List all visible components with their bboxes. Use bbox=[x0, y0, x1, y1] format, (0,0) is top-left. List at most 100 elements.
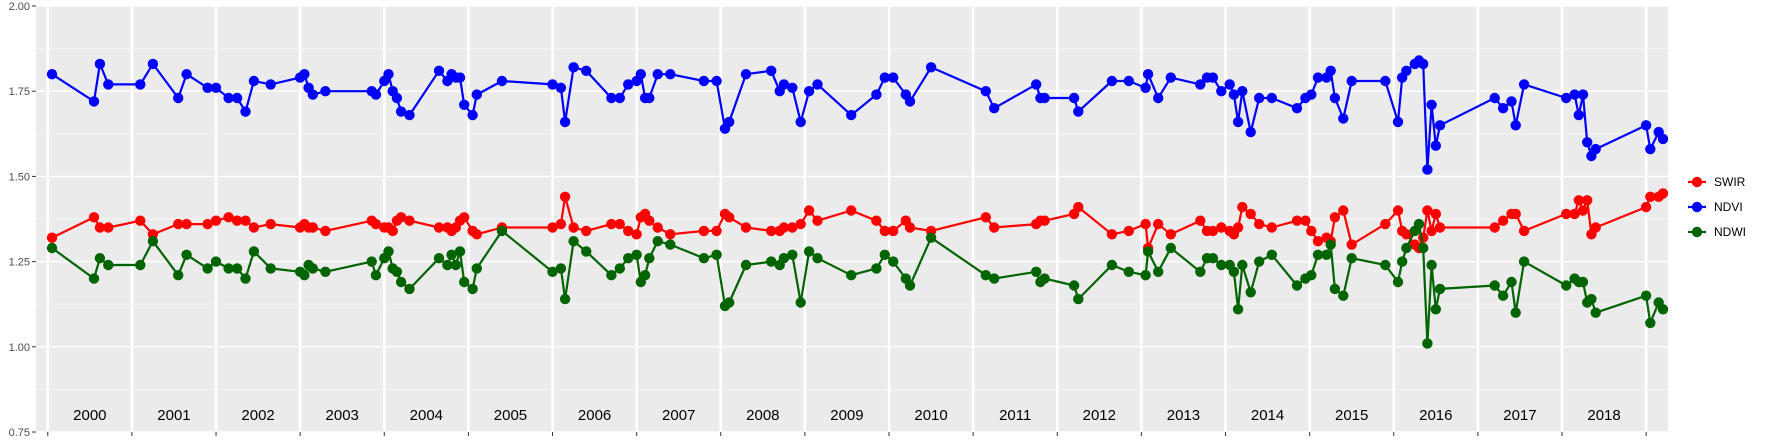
legend-label: SWIR bbox=[1714, 175, 1746, 189]
data-point bbox=[568, 236, 579, 247]
year-label: 2010 bbox=[914, 407, 947, 424]
data-point bbox=[559, 191, 571, 202]
data-point bbox=[1165, 229, 1177, 240]
data-point bbox=[606, 218, 617, 230]
year-label: 2016 bbox=[1419, 407, 1452, 424]
data-point bbox=[1306, 225, 1317, 237]
data-point bbox=[1577, 89, 1589, 100]
year-label: 2018 bbox=[1587, 407, 1620, 424]
data-point bbox=[1140, 218, 1151, 230]
data-point bbox=[1123, 225, 1135, 237]
data-point bbox=[1245, 126, 1256, 138]
data-point bbox=[1582, 195, 1593, 206]
y-tick-label: 0.75 bbox=[9, 427, 30, 439]
data-point bbox=[370, 89, 382, 100]
data-point bbox=[1640, 120, 1652, 131]
data-point bbox=[1434, 283, 1446, 295]
data-point bbox=[94, 222, 106, 233]
data-point bbox=[1518, 79, 1530, 90]
y-tick-label: 1.25 bbox=[9, 257, 30, 269]
data-point bbox=[989, 103, 1000, 114]
data-point bbox=[1346, 75, 1357, 87]
data-point bbox=[1401, 65, 1412, 77]
data-point bbox=[1237, 201, 1248, 213]
series-ndwi bbox=[46, 218, 1669, 349]
data-point bbox=[433, 65, 445, 77]
year-label: 2005 bbox=[494, 407, 527, 424]
data-point bbox=[299, 69, 310, 80]
data-point bbox=[1123, 75, 1135, 87]
data-point bbox=[644, 253, 655, 264]
data-point bbox=[740, 259, 752, 271]
year-label: 2013 bbox=[1167, 407, 1200, 424]
data-point bbox=[1195, 79, 1206, 90]
data-point bbox=[623, 79, 634, 90]
data-point bbox=[904, 280, 916, 291]
data-point bbox=[1497, 290, 1509, 301]
data-point bbox=[1031, 266, 1042, 277]
data-point bbox=[404, 283, 415, 295]
data-point bbox=[1497, 103, 1509, 114]
data-point bbox=[1325, 239, 1336, 250]
data-point bbox=[631, 249, 642, 260]
data-point bbox=[1228, 89, 1240, 100]
data-point bbox=[1068, 280, 1080, 291]
data-point bbox=[766, 256, 777, 267]
data-point bbox=[1489, 92, 1500, 104]
data-point bbox=[1207, 72, 1219, 83]
data-point bbox=[307, 263, 318, 274]
data-point bbox=[803, 205, 815, 216]
data-point bbox=[803, 246, 815, 257]
data-point bbox=[980, 212, 991, 223]
data-point bbox=[787, 249, 798, 260]
data-point bbox=[1518, 225, 1530, 237]
data-point bbox=[644, 92, 655, 104]
data-point bbox=[1569, 89, 1580, 100]
data-point bbox=[1590, 143, 1601, 155]
data-point bbox=[614, 218, 625, 230]
data-point bbox=[547, 222, 558, 233]
data-point bbox=[778, 253, 790, 264]
data-point bbox=[1321, 249, 1332, 260]
data-point bbox=[812, 79, 823, 90]
year-label: 2004 bbox=[410, 407, 443, 424]
data-point bbox=[1518, 256, 1530, 267]
data-point bbox=[202, 82, 213, 94]
data-point bbox=[1291, 215, 1303, 226]
legend-item: SWIR bbox=[1688, 175, 1746, 189]
data-point bbox=[1426, 259, 1437, 271]
data-point bbox=[1329, 212, 1341, 223]
data-point bbox=[1380, 218, 1391, 230]
data-point bbox=[606, 92, 617, 104]
data-point bbox=[1506, 276, 1517, 288]
data-point bbox=[1073, 293, 1084, 305]
data-point bbox=[1430, 304, 1442, 315]
data-point bbox=[778, 79, 790, 90]
data-point bbox=[265, 218, 276, 230]
data-point bbox=[1645, 317, 1656, 329]
legend-label: NDVI bbox=[1714, 200, 1743, 214]
data-point bbox=[471, 263, 482, 274]
data-point bbox=[1657, 188, 1669, 199]
data-point bbox=[1216, 222, 1227, 233]
data-point bbox=[1392, 205, 1404, 216]
data-point bbox=[88, 96, 100, 107]
data-point bbox=[320, 266, 331, 277]
data-point bbox=[223, 92, 234, 104]
data-point bbox=[320, 86, 331, 97]
data-point bbox=[223, 212, 234, 223]
data-point bbox=[370, 218, 382, 230]
data-point bbox=[1434, 120, 1446, 131]
data-point bbox=[904, 96, 916, 107]
data-point bbox=[1573, 109, 1585, 121]
data-point bbox=[555, 218, 567, 230]
data-point bbox=[1590, 222, 1601, 233]
data-point bbox=[846, 205, 857, 216]
data-point bbox=[1300, 215, 1311, 226]
data-point bbox=[795, 116, 806, 128]
data-point bbox=[433, 253, 445, 264]
data-point bbox=[442, 259, 453, 271]
year-label: 2002 bbox=[241, 407, 274, 424]
data-point bbox=[181, 69, 192, 80]
